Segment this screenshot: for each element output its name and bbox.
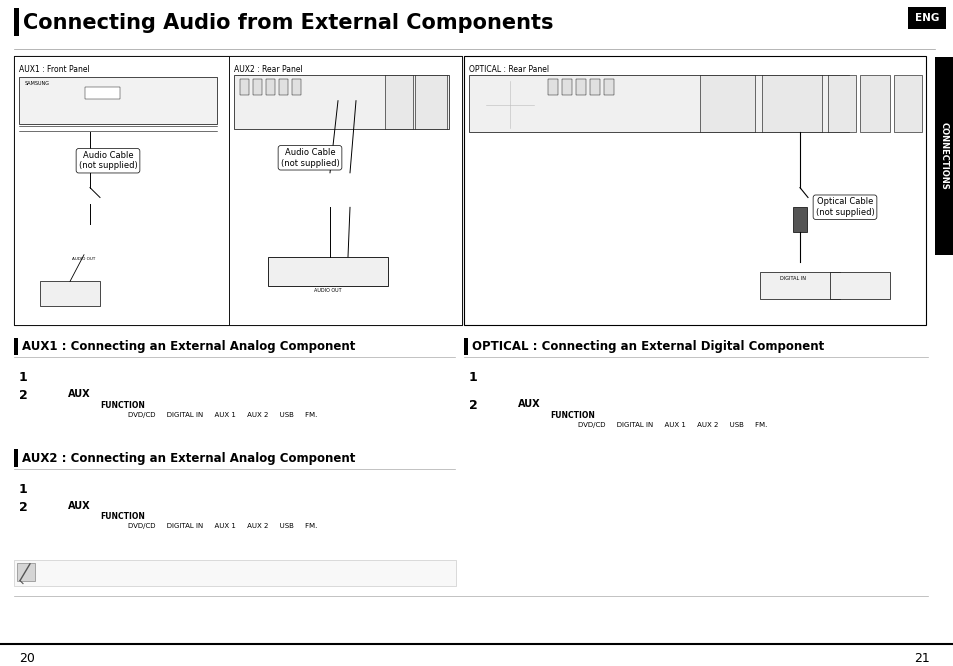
Text: Audio Cable
(not supplied): Audio Cable (not supplied) [280, 148, 339, 168]
Bar [253, 79, 262, 95]
Text: DVD/CD     DIGITAL IN     AUX 1     AUX 2     USB     FM.: DVD/CD DIGITAL IN AUX 1 AUX 2 USB FM. [128, 523, 317, 529]
Text: AUX2 : Rear Panel: AUX2 : Rear Panel [233, 65, 302, 74]
Bar [760, 272, 840, 299]
Circle shape [332, 89, 344, 101]
Bar [278, 79, 288, 95]
Circle shape [28, 103, 36, 111]
Bar [827, 75, 855, 133]
Text: AUX: AUX [68, 389, 91, 399]
Bar [463, 57, 925, 325]
Bar [14, 450, 18, 467]
Bar [859, 75, 889, 133]
Text: Optical Cable
(not supplied): Optical Cable (not supplied) [815, 198, 874, 217]
Text: AUX1 : Connecting an External Analog Component: AUX1 : Connecting an External Analog Com… [22, 340, 355, 353]
Bar [576, 79, 585, 95]
Bar [561, 79, 572, 95]
Bar [893, 75, 921, 133]
Circle shape [659, 91, 671, 103]
Bar [14, 560, 456, 585]
Circle shape [485, 81, 534, 129]
Circle shape [641, 91, 654, 103]
Bar [907, 7, 945, 29]
Circle shape [621, 91, 634, 103]
Text: 20: 20 [19, 652, 35, 665]
Bar [233, 75, 449, 129]
Bar [85, 87, 120, 99]
Bar [761, 75, 821, 133]
Text: OPTICAL : Rear Panel: OPTICAL : Rear Panel [469, 65, 549, 74]
Text: CONNECTIONS: CONNECTIONS [939, 122, 947, 190]
Bar [603, 79, 614, 95]
Text: DIGITAL IN: DIGITAL IN [780, 276, 805, 282]
Bar [385, 75, 413, 129]
Text: FUNCTION: FUNCTION [100, 401, 145, 410]
Circle shape [59, 103, 67, 111]
Text: Audio Cable
(not supplied): Audio Cable (not supplied) [78, 151, 137, 170]
Bar [700, 75, 754, 133]
Text: SAMSUNG: SAMSUNG [25, 81, 50, 86]
Bar [14, 338, 18, 356]
Circle shape [325, 262, 335, 272]
Text: AUDIO OUT: AUDIO OUT [72, 256, 95, 260]
Bar [292, 79, 301, 95]
Text: DVD/CD     DIGITAL IN     AUX 1     AUX 2     USB     FM.: DVD/CD DIGITAL IN AUX 1 AUX 2 USB FM. [578, 422, 766, 428]
Bar [19, 77, 216, 125]
Text: 1: 1 [19, 371, 28, 384]
Text: 1: 1 [19, 483, 28, 496]
Bar [469, 75, 848, 133]
Text: OPTICAL : Connecting an External Digital Component: OPTICAL : Connecting an External Digital… [472, 340, 823, 353]
Bar [14, 57, 461, 325]
Bar [266, 79, 274, 95]
Bar [14, 8, 19, 35]
Text: 2: 2 [19, 389, 28, 402]
Bar [268, 256, 388, 286]
Circle shape [350, 89, 361, 101]
Bar [415, 75, 447, 129]
Text: AUDIO OUT: AUDIO OUT [314, 288, 341, 293]
Text: 2: 2 [469, 399, 477, 412]
Text: 1: 1 [469, 371, 477, 384]
Text: AUX1 : Front Panel: AUX1 : Front Panel [19, 65, 90, 74]
Bar [934, 57, 952, 255]
Circle shape [44, 103, 52, 111]
Bar [40, 282, 100, 306]
Bar [829, 272, 889, 299]
Bar [240, 79, 249, 95]
Circle shape [312, 89, 324, 101]
Text: AUX2 : Connecting an External Analog Component: AUX2 : Connecting an External Analog Com… [22, 452, 355, 465]
Text: AUX: AUX [68, 501, 91, 511]
Text: 21: 21 [913, 652, 929, 665]
Bar [14, 57, 229, 325]
Bar [792, 207, 806, 232]
Text: Connecting Audio from External Components: Connecting Audio from External Component… [23, 13, 553, 33]
Text: FUNCTION: FUNCTION [100, 512, 145, 521]
Bar [17, 563, 35, 581]
Circle shape [69, 224, 99, 254]
Text: AUX: AUX [517, 399, 540, 409]
Bar [547, 79, 558, 95]
Bar [589, 79, 599, 95]
Bar [463, 338, 468, 356]
Text: DVD/CD     DIGITAL IN     AUX 1     AUX 2     USB     FM.: DVD/CD DIGITAL IN AUX 1 AUX 2 USB FM. [128, 412, 317, 418]
Text: ENG: ENG [914, 13, 938, 23]
Circle shape [343, 262, 353, 272]
Text: 2: 2 [19, 501, 28, 513]
Text: FUNCTION: FUNCTION [550, 411, 595, 420]
Bar [229, 57, 461, 325]
